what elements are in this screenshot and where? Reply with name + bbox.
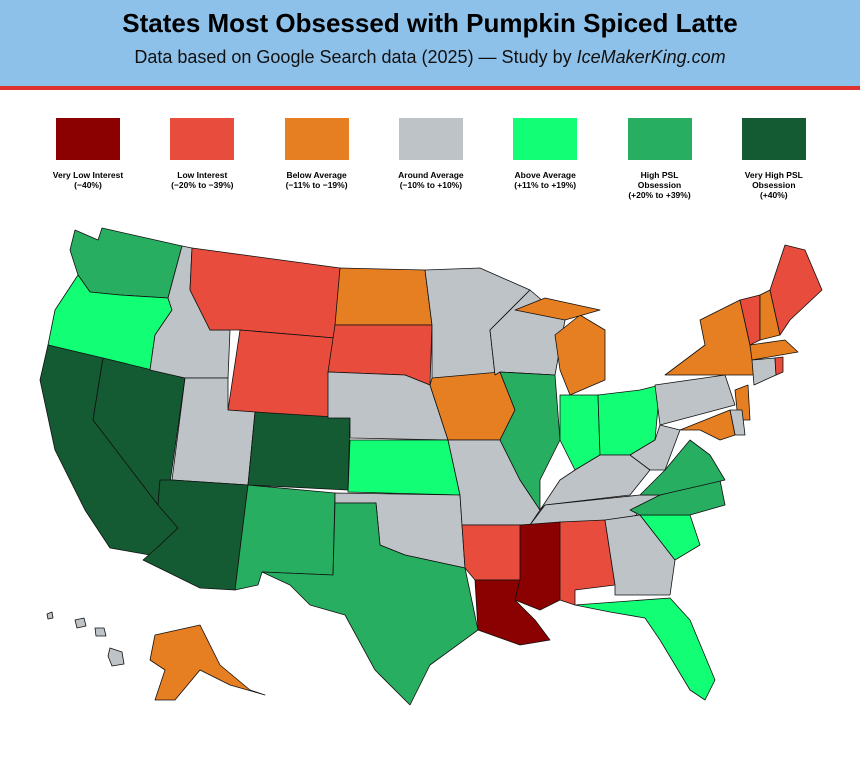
legend-text: High PSL Obsession (+20% to +39%) <box>623 170 697 200</box>
state <box>751 357 777 386</box>
state <box>347 439 461 496</box>
legend-item: Very High PSL Obsession (+40%) <box>719 118 829 200</box>
state <box>664 299 756 376</box>
state <box>774 356 784 376</box>
source: IceMakerKing.com <box>576 47 726 67</box>
state <box>189 247 341 339</box>
legend-label: High PSL Obsession <box>637 170 682 190</box>
state <box>574 597 716 701</box>
legend-text: Above Average (+11% to +19%) <box>508 170 582 190</box>
legend-swatch <box>170 118 235 160</box>
state <box>94 627 107 637</box>
state <box>261 502 479 706</box>
legend-text: Very High PSL Obsession (+40%) <box>737 170 811 200</box>
state <box>654 374 736 426</box>
state <box>247 411 351 491</box>
legend-item: Very Low Interest (−40%) <box>33 118 143 190</box>
legend-item: Around Average (−10% to +10%) <box>376 118 486 190</box>
legend-label: Around Average <box>398 170 464 180</box>
legend-swatch <box>398 118 463 160</box>
subtitle: Data based on Google Search data (2025) … <box>134 47 572 67</box>
legend-label: Very Low Interest <box>52 170 124 180</box>
state <box>149 624 266 701</box>
legend-range: (−20% to −39%) <box>171 180 234 190</box>
state <box>46 611 54 620</box>
state <box>514 521 561 611</box>
legend-swatch <box>284 118 349 160</box>
legend-range: (+11% to +19%) <box>514 180 577 190</box>
legend-text: Around Average (−10% to +10%) <box>394 170 468 190</box>
legend-item: Low Interest (−20% to −39%) <box>147 118 257 190</box>
legend-swatch <box>627 118 692 160</box>
legend-item: High PSL Obsession (+20% to +39%) <box>605 118 715 200</box>
state <box>334 267 433 326</box>
legend-text: Below Average (−11% to −19%) <box>280 170 354 190</box>
state <box>749 339 799 361</box>
legend-swatch <box>741 118 806 160</box>
legend-range: (+20% to +39%) <box>628 190 691 200</box>
header: States Most Obsessed with Pumpkin Spiced… <box>0 0 860 90</box>
legend-range: (+40%) <box>759 190 788 200</box>
state <box>769 244 823 336</box>
subtitle-row: Data based on Google Search data (2025) … <box>0 47 860 68</box>
legend-text: Low Interest (−20% to −39%) <box>165 170 239 190</box>
legend-label: Below Average <box>286 170 347 180</box>
legend-swatch <box>56 118 120 160</box>
states <box>39 227 823 706</box>
legend-item: Above Average (+11% to +19%) <box>490 118 600 190</box>
legend-label: Very High PSL Obsession <box>744 170 803 190</box>
legend-text: Very Low Interest (−40%) <box>51 170 125 190</box>
legend-range: (−40%) <box>74 180 102 190</box>
title: States Most Obsessed with Pumpkin Spiced… <box>122 8 738 38</box>
legend-range: (−10% to +10%) <box>399 180 463 190</box>
legend-label: Above Average <box>514 170 576 180</box>
state <box>74 617 87 629</box>
state <box>679 409 736 441</box>
legend-label: Low Interest <box>177 170 228 180</box>
state <box>514 297 601 321</box>
state <box>107 647 125 667</box>
legend-swatch <box>513 118 578 160</box>
state <box>327 371 449 441</box>
legend-range: (−11% to −19%) <box>285 180 348 190</box>
state <box>227 329 336 419</box>
legend-item: Below Average (−11% to −19%) <box>262 118 372 190</box>
